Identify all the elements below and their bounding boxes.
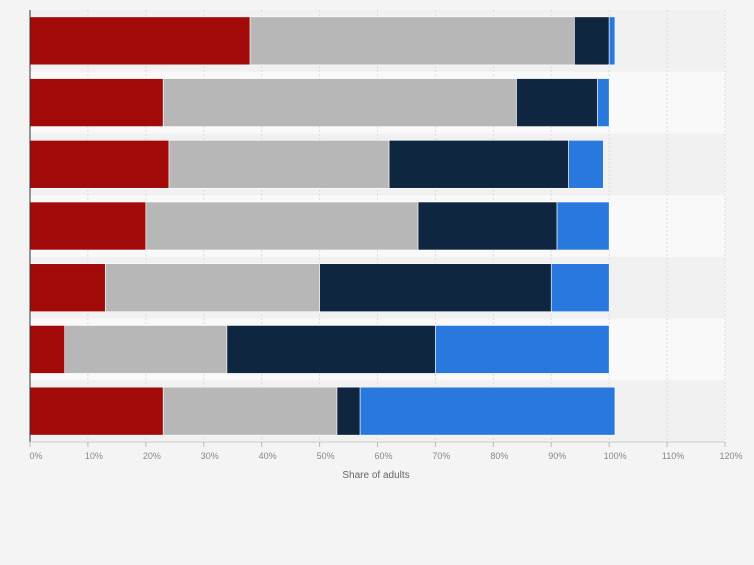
bar-segment	[226, 325, 436, 374]
bar-segment	[29, 16, 251, 66]
bar-segment	[162, 386, 338, 436]
bar-segment	[319, 263, 552, 313]
x-tick-label: 60%	[374, 451, 392, 461]
x-tick-label: 40%	[259, 451, 277, 461]
bar-segment	[435, 325, 610, 374]
x-axis-label: Share of adults	[342, 470, 409, 481]
bar-segment	[145, 201, 419, 251]
bar-segment	[597, 78, 610, 127]
x-tick-label: 80%	[490, 451, 508, 461]
bar-segment	[29, 201, 147, 251]
bar-segment	[104, 263, 320, 313]
x-tick-label: 30%	[201, 451, 219, 461]
bar-segment	[29, 263, 106, 313]
bar-segment	[29, 78, 164, 127]
x-tick-label: 120%	[719, 451, 742, 461]
bar-segment	[388, 139, 569, 189]
bar-segment	[568, 139, 604, 189]
bar-segment	[29, 139, 170, 189]
x-tick-label: 20%	[143, 451, 161, 461]
bar-segment	[29, 325, 66, 374]
bar-segment	[359, 386, 616, 436]
x-tick-label: 100%	[604, 451, 627, 461]
bar-segment	[550, 263, 610, 313]
bar-segment	[249, 16, 575, 66]
x-tick-label: 10%	[85, 451, 103, 461]
x-tick-label: 110%	[662, 451, 684, 461]
bar-segment	[608, 16, 616, 66]
bar-segment	[336, 386, 361, 436]
bar-segment	[516, 78, 598, 127]
bar-segment	[64, 325, 228, 374]
bar-segment	[168, 139, 390, 189]
x-tick-label: 50%	[317, 451, 335, 461]
bar-segment	[162, 78, 517, 127]
bar-segment	[574, 16, 610, 66]
bar-segment	[417, 201, 558, 251]
x-tick-label: 90%	[548, 451, 566, 461]
bar-segment	[29, 386, 164, 436]
bar-segment	[556, 201, 610, 251]
x-tick-label: 0%	[29, 451, 42, 461]
x-tick-label: 70%	[432, 451, 450, 461]
